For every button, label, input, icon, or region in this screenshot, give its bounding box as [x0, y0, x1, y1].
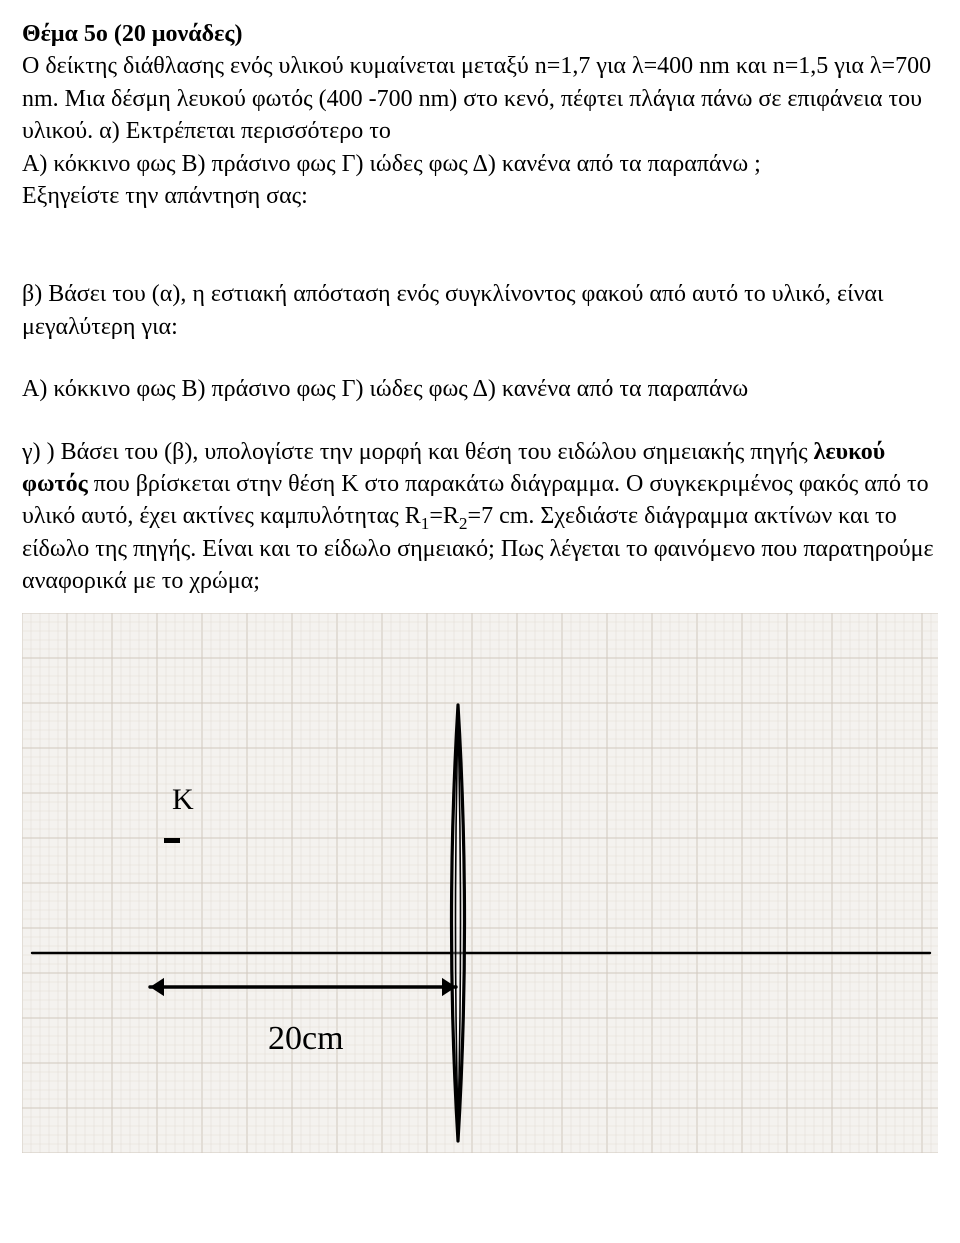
intro-explain: Εξηγείστε την απάντηση σας:: [22, 180, 938, 212]
title-text: Θέμα 5ο (20 μονάδες): [22, 21, 242, 47]
r-eq: =R: [429, 503, 459, 529]
part-c-pre: γ) ) Βάσει του (β), υπολογίστε την μορφή…: [22, 439, 814, 465]
svg-text:20cm: 20cm: [268, 1020, 344, 1057]
sub-2: 2: [459, 514, 468, 533]
part-c-paragraph: γ) ) Βάσει του (β), υπολογίστε την μορφή…: [22, 436, 938, 598]
intro-options-text: Α) κόκκινο φως Β) πράσινο φως Γ) ιώδες φ…: [22, 151, 761, 177]
intro-explain-text: Εξηγείστε την απάντηση σας:: [22, 183, 308, 209]
intro-line1: Ο δείκτης διάθλασης ενός υλικού κυμαίνετ…: [22, 53, 931, 144]
spacer-1: [22, 212, 938, 278]
part-b-options-text: Α) κόκκινο φως Β) πράσινο φως Γ) ιώδες φ…: [22, 376, 748, 402]
part-b-line1: β) Βάσει του (α), η εστιακή απόσταση ενό…: [22, 281, 883, 339]
intro-paragraph: Ο δείκτης διάθλασης ενός υλικού κυμαίνετ…: [22, 50, 938, 147]
page-root: Θέμα 5ο (20 μονάδες) Ο δείκτης διάθλασης…: [0, 0, 960, 1182]
part-b-options: Α) κόκκινο φως Β) πράσινο φως Γ) ιώδες φ…: [22, 373, 938, 405]
lens-diagram-svg: Κ 20cm: [22, 613, 938, 1153]
svg-text:Κ: Κ: [172, 783, 194, 816]
part-b-paragraph: β) Βάσει του (α), η εστιακή απόσταση ενό…: [22, 278, 938, 343]
spacer-3: [22, 406, 938, 436]
lens-diagram: Κ 20cm: [22, 613, 938, 1158]
spacer-2: [22, 343, 938, 373]
intro-options: Α) κόκκινο φως Β) πράσινο φως Γ) ιώδες φ…: [22, 148, 938, 180]
question-title: Θέμα 5ο (20 μονάδες): [22, 18, 938, 50]
